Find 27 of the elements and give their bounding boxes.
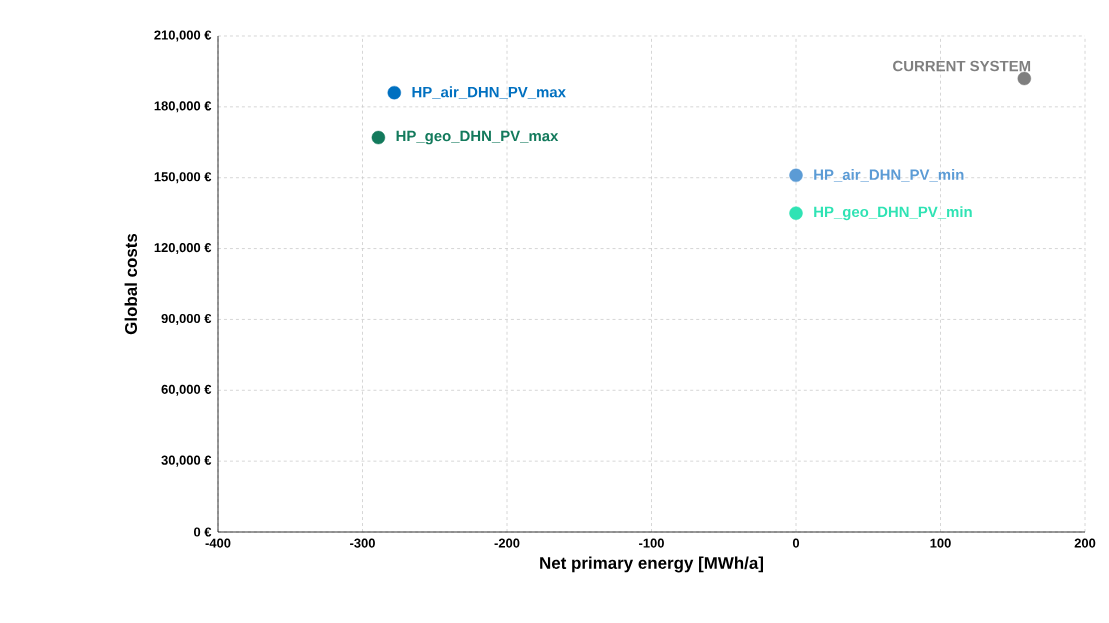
series-label: HP_air_DHN_PV_min [814,169,964,182]
y-tick-label: 150,000 € [154,172,212,184]
point [789,168,803,183]
x-tick-label: 0 [792,538,800,548]
x-tick-label: -100 [639,538,664,548]
y-axis-title: Global costs [124,233,138,335]
x-tick-label: -300 [350,538,375,548]
x-tick-label: 100 [930,538,951,548]
x-tick-label: 200 [1074,538,1096,548]
y-tick-label: 60,000 € [161,384,212,396]
y-tick-label: 30,000 € [161,455,212,467]
series-label: HP_air_DHN_PV_max [412,86,566,100]
point [387,85,401,100]
x-tick-label: -400 [205,538,231,548]
point [371,130,386,145]
y-tick-label: 0 € [193,527,212,537]
series-label: HP_geo_DHN_PV_max [396,130,559,145]
series-label: CURRENT SYSTEM [893,60,1031,72]
y-tick-label: 180,000 € [154,101,212,113]
point [1017,71,1032,86]
y-tick-label: 210,000 € [154,30,212,42]
x-tick-label: -200 [494,538,520,548]
y-tick-label: 120,000 € [154,243,212,255]
series-label: HP_geo_DHN_PV_min [814,206,972,221]
x-axis-title: Net primary energy [MWh/a] [540,556,763,573]
y-tick-label: 90,000 € [161,313,212,325]
point [789,206,803,220]
